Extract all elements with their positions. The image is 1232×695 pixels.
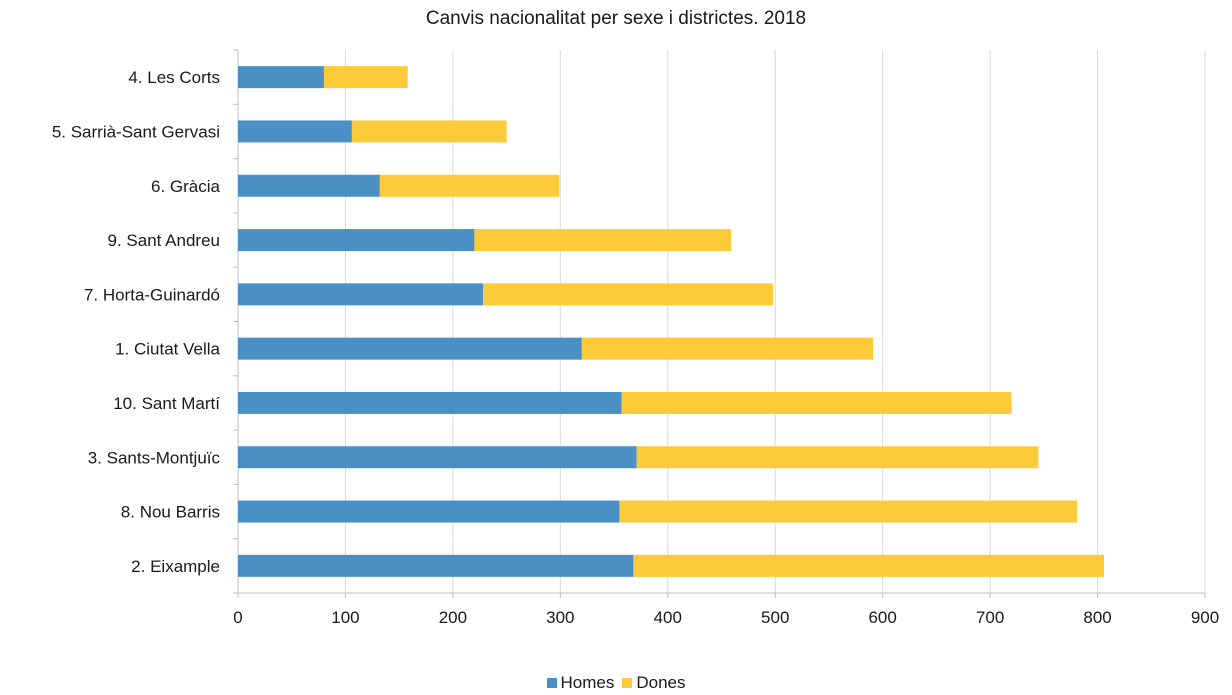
y-tick-label-7: 3. Sants-Montjuïc (88, 448, 221, 467)
x-tick-label-0: 0 (233, 608, 242, 627)
x-tick-label-9: 900 (1191, 608, 1219, 627)
bar-homes-5 (238, 337, 582, 360)
x-tick-label-2: 200 (439, 608, 467, 627)
bar-homes-4 (238, 283, 483, 306)
bar-homes-1 (238, 120, 352, 143)
bar-dones-1 (351, 120, 507, 143)
bar-dones-3 (474, 229, 732, 252)
legend-label-homes: Homes (560, 673, 615, 692)
legend: Homes Dones (0, 673, 1232, 693)
y-tick-label-9: 2. Eixample (131, 557, 220, 576)
legend-item-dones: Dones (622, 673, 686, 693)
y-tick-label-6: 10. Sant Martí (113, 394, 220, 413)
bar-homes-0 (238, 66, 324, 89)
bar-dones-0 (323, 66, 408, 89)
bar-homes-8 (238, 500, 620, 523)
chart-title: Canvis nacionalitat per sexe i districte… (425, 8, 807, 29)
legend-label-dones: Dones (636, 673, 686, 692)
bar-dones-5 (581, 337, 873, 360)
bar-homes-3 (238, 229, 475, 252)
y-tick-label-2: 6. Gràcia (151, 177, 221, 196)
bar-dones-2 (379, 174, 560, 197)
bar-dones-7 (636, 446, 1039, 469)
x-tick-label-3: 300 (546, 608, 574, 627)
x-tick-label-5: 500 (761, 608, 789, 627)
bar-homes-2 (238, 174, 380, 197)
y-tick-label-3: 9. Sant Andreu (108, 231, 220, 250)
x-tick-label-8: 800 (1083, 608, 1111, 627)
bar-homes-7 (238, 446, 637, 469)
legend-swatch-dones (622, 678, 633, 688)
y-tick-label-5: 1. Ciutat Vella (115, 340, 220, 359)
x-tick-label-4: 400 (654, 608, 682, 627)
bar-dones-6 (621, 391, 1012, 414)
y-tick-label-8: 8. Nou Barris (121, 503, 220, 522)
bar-dones-9 (633, 554, 1105, 577)
legend-item-homes: Homes (546, 673, 615, 693)
legend-swatch-homes (546, 678, 557, 688)
bar-dones-8 (619, 500, 1078, 523)
bar-homes-9 (238, 554, 634, 577)
bar-dones-4 (482, 283, 774, 306)
y-tick-label-4: 7. Horta-Guinardó (84, 285, 220, 304)
x-tick-label-7: 700 (976, 608, 1004, 627)
x-tick-label-1: 100 (331, 608, 359, 627)
y-tick-label-0: 4. Les Corts (128, 68, 220, 87)
y-tick-label-1: 5. Sarrià-Sant Gervasi (52, 122, 220, 141)
bar-homes-6 (238, 391, 622, 414)
x-tick-label-6: 600 (868, 608, 896, 627)
